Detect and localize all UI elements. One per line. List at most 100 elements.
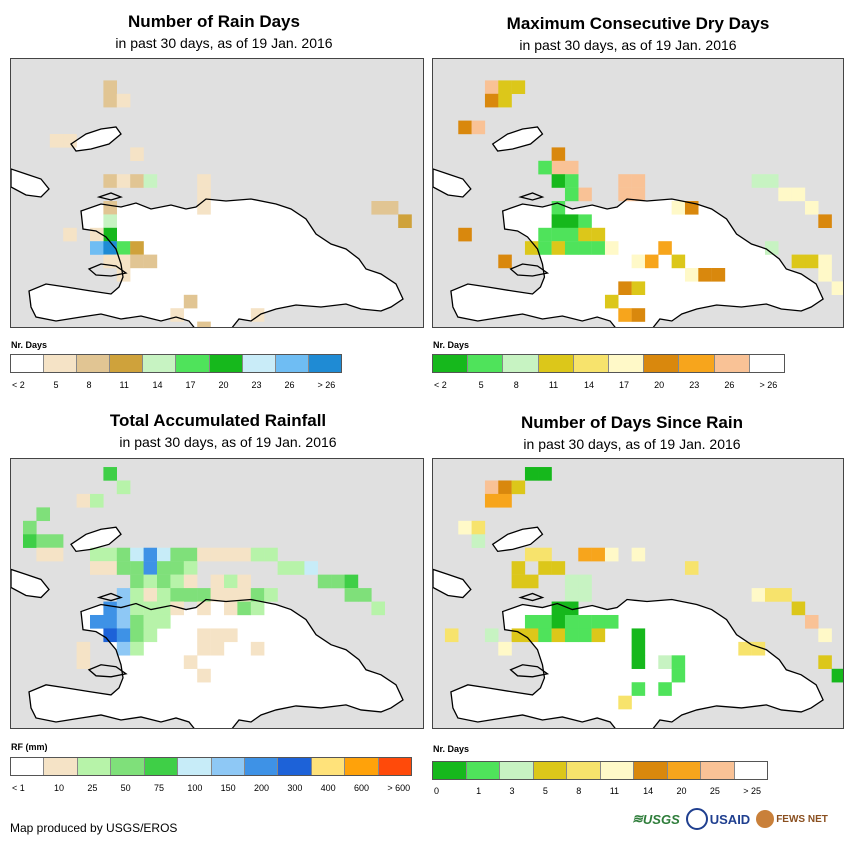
grid-cell [538, 614, 552, 629]
grid-cell [631, 281, 646, 295]
legend-swatch [701, 762, 735, 779]
legend-tick-label: < 2 [12, 380, 25, 390]
grid-cell [331, 574, 345, 589]
grid-cell [130, 547, 144, 562]
grid-cell [631, 682, 646, 696]
grid-cell [538, 467, 552, 481]
grid-cell [471, 520, 486, 535]
legend-tick-label: 10 [54, 783, 65, 793]
grid-cell [818, 254, 832, 269]
legend-swatch [211, 758, 245, 775]
grid-cell [631, 254, 646, 269]
grid-cell [76, 493, 91, 508]
grid-cell [210, 628, 225, 643]
grid-cell [116, 588, 131, 602]
grid-cell [524, 574, 539, 589]
grid-cell [116, 268, 131, 282]
legend-tick-label: 23 [689, 380, 700, 390]
cuba-land [433, 169, 471, 197]
grid-cell [210, 641, 225, 656]
grid-cell [197, 174, 211, 188]
grid-cell [36, 534, 50, 548]
grid-cell [197, 187, 211, 202]
grid-cell [90, 547, 104, 562]
grid-cell [384, 201, 399, 215]
grid-cell [23, 520, 37, 535]
grid-cell [578, 574, 592, 589]
grid-cell [564, 160, 579, 175]
legend-bar-dry-days [432, 354, 785, 373]
grid-cell [644, 254, 659, 269]
map-svg [433, 80, 843, 327]
grid-cell [143, 547, 158, 562]
usaid-seal-icon [685, 808, 708, 830]
legend-swatch [749, 355, 785, 372]
grid-cell [157, 574, 171, 589]
grid-cell [237, 601, 251, 616]
grid-cell [631, 547, 646, 562]
grid-cell [578, 241, 592, 255]
grid-cell [103, 628, 117, 643]
grid-cell [818, 628, 832, 643]
grid-cell [564, 601, 579, 616]
grid-cell [170, 547, 184, 562]
grid-cell [103, 201, 117, 215]
legend-swatch [176, 355, 210, 372]
legend-tick-label: 100 [187, 783, 203, 793]
grid-cell [564, 241, 579, 255]
cuba-coastline [433, 168, 472, 198]
grid-cell [197, 201, 211, 215]
legend-swatch [278, 758, 312, 775]
grid-cell [250, 601, 265, 616]
grid-cell [684, 268, 699, 282]
gonave-coastline [87, 664, 128, 678]
grid-cell [631, 308, 646, 322]
grid-cell [90, 561, 104, 575]
grid-cell [116, 174, 131, 188]
island-coastline [28, 598, 404, 728]
legend-tick-label: 75 [154, 783, 165, 793]
panel-title-dry-days: Maximum Consecutive Dry Days [506, 14, 770, 33]
cuba-land [11, 569, 49, 598]
grid-cell [103, 214, 117, 228]
legend-tick-label: 300 [287, 783, 303, 793]
inagua-land [492, 527, 543, 552]
legend-label-dry-days: Nr. Days [433, 340, 470, 350]
grid-cell [671, 201, 686, 215]
grid-cell [291, 561, 305, 575]
grid-cell [197, 601, 211, 616]
grid-cell [224, 601, 238, 616]
legend-swatch [644, 355, 680, 372]
grid-cell [591, 628, 606, 643]
grid-cell [671, 254, 686, 269]
legend-swatch [178, 758, 212, 775]
legend-bar-rain-days [10, 354, 342, 373]
grid-cell [143, 601, 158, 616]
inagua-land [71, 127, 121, 151]
grid-cell [90, 614, 104, 629]
legend-swatch [503, 355, 539, 372]
legend-tick-label: 26 [284, 380, 295, 390]
grid-cell [130, 614, 144, 629]
grid-cell [791, 187, 806, 202]
grid-cell [511, 80, 526, 94]
legend-swatch [111, 758, 145, 775]
legend-swatch [311, 758, 346, 775]
grid-cell [210, 588, 225, 602]
legend-swatch [500, 762, 534, 779]
grid-cell [631, 187, 646, 202]
grid-cell [157, 547, 171, 562]
grid-cell [551, 214, 566, 228]
legend-label-rainfall: RF (mm) [11, 742, 48, 752]
grid-cell [578, 187, 592, 202]
legend-tick-label: 5 [478, 380, 484, 390]
legend-tick-label: 1 [476, 786, 482, 796]
grid-cell [618, 187, 632, 202]
grid-cell [237, 574, 251, 589]
grid-cell [791, 601, 806, 616]
legend-swatch [11, 355, 45, 372]
grid-cell [36, 507, 50, 522]
map-svg [11, 467, 404, 728]
grid-cell [751, 174, 766, 188]
grid-cell [618, 308, 632, 322]
